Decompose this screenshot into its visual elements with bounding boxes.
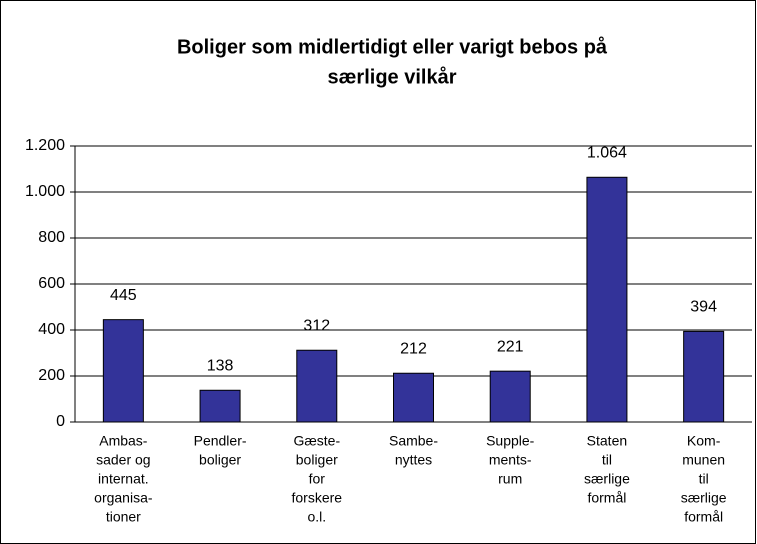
x-tick-label: o.l. [307,509,326,525]
x-tick-label: formål [684,509,723,525]
bar [296,349,338,423]
data-label: 1.064 [587,144,627,161]
x-tick-label: boliger [199,452,241,468]
bar [102,319,144,423]
x-tick-label: Sambe- [389,433,438,449]
bar [586,176,628,423]
x-tick-label: særlige [584,471,630,487]
y-tick-label: 1.200 [25,137,65,154]
x-tick-label: til [602,452,612,468]
x-tick-label: munen [682,452,725,468]
x-tick-label: til [699,471,709,487]
x-tick-label: for [309,471,326,487]
x-tick-label: rum [498,471,522,487]
x-tick-label: internat. [98,471,149,487]
x-tick-label: særlige [681,490,727,506]
x-tick-label: Pendler- [194,433,247,449]
x-tick-label: Kom- [687,433,721,449]
x-tick-label: nyttes [395,452,432,468]
bar [393,372,434,423]
bar [489,370,531,423]
bar [199,389,241,423]
x-tick-label: Supple- [486,433,535,449]
y-tick-label: 1.000 [25,183,65,200]
x-tick-label: forskere [291,490,342,506]
x-tick-label: formål [587,490,626,506]
data-label: 138 [207,357,234,374]
data-label: 445 [110,287,137,304]
chart-title: Boliger som midlertidigt eller varigt be… [177,35,608,58]
data-label: 212 [400,340,427,357]
x-tick-label: Staten [587,433,627,449]
x-tick-label: tioner [106,509,141,525]
data-label: 394 [690,299,717,316]
x-tick-label: boliger [296,452,338,468]
y-tick-label: 600 [38,275,65,292]
data-label: 221 [497,338,524,355]
y-tick-label: 800 [38,229,65,246]
data-label: 312 [303,317,330,334]
y-tick-label: 0 [56,413,65,430]
y-tick-label: 200 [38,367,65,384]
x-tick-label: Ambas- [99,433,148,449]
y-tick-label: 400 [38,321,65,338]
chart-title: særlige vilkår [328,65,457,88]
x-tick-label: organisa- [94,490,153,506]
bar [683,330,725,423]
x-tick-label: ments- [489,452,532,468]
x-tick-label: Gæste- [293,433,340,449]
x-tick-label: sader og [96,452,150,468]
